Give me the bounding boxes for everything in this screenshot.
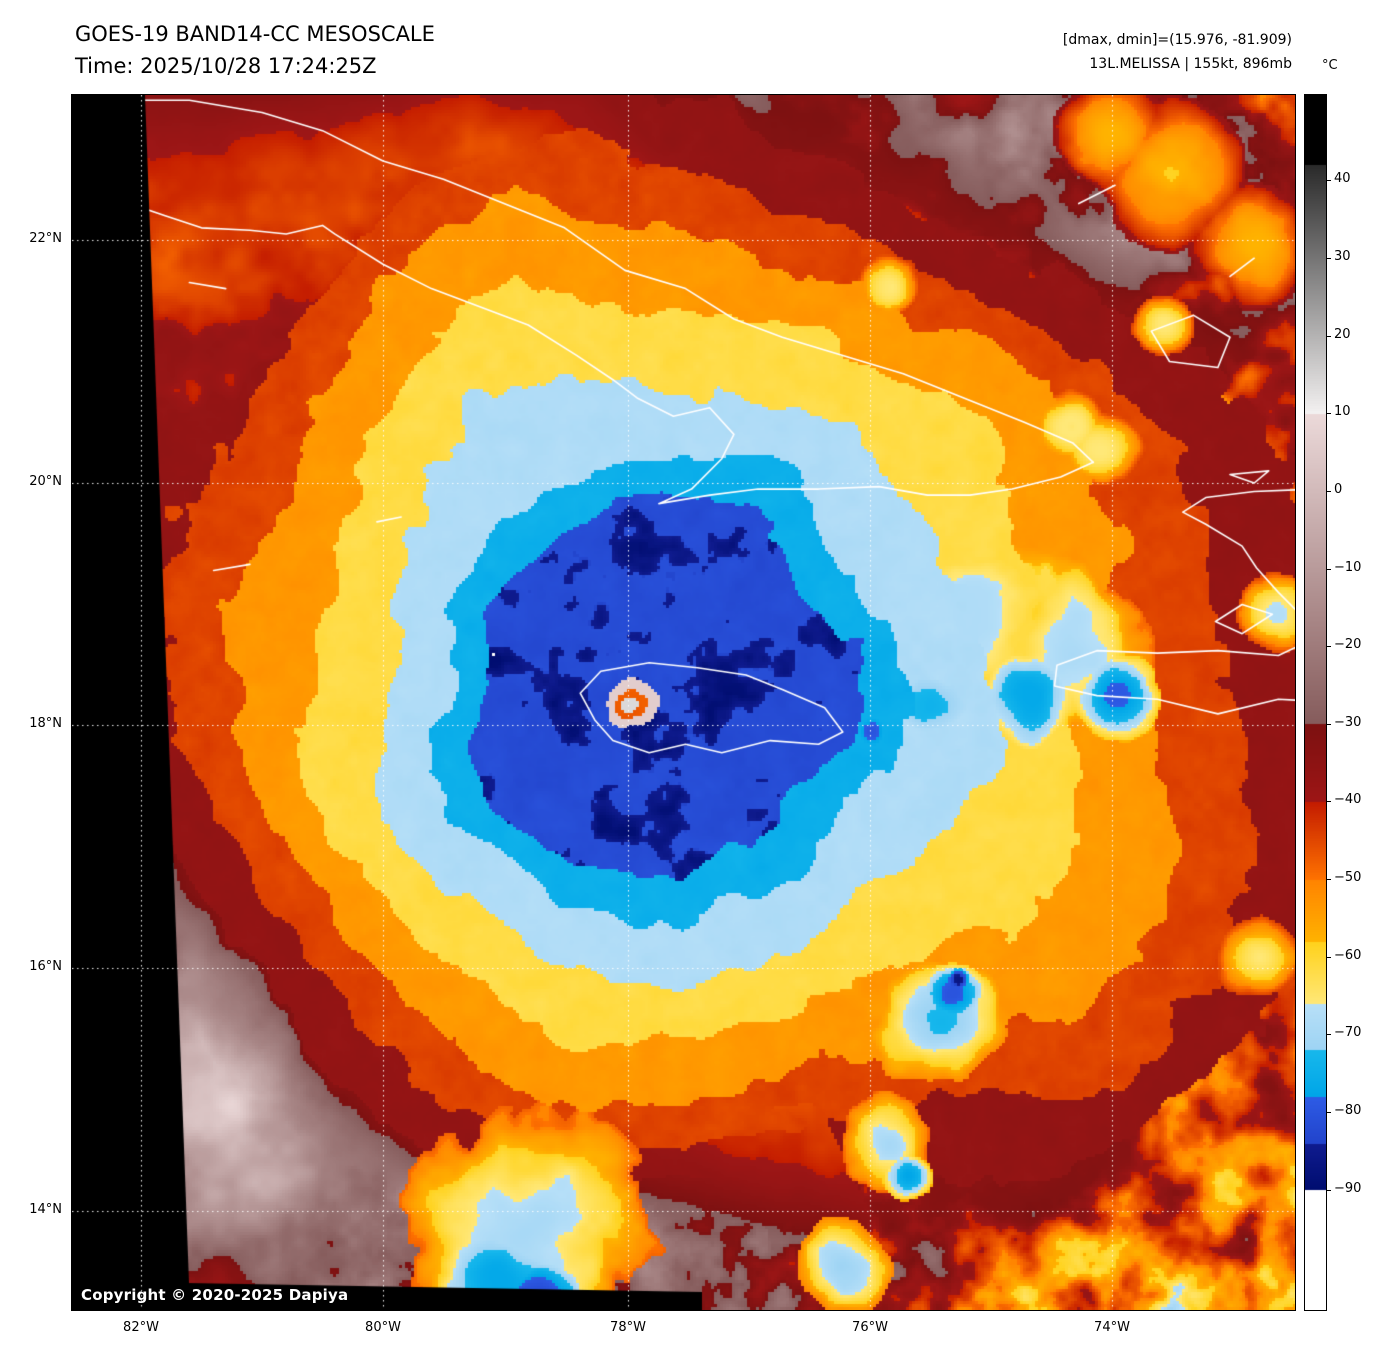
colorbar-tick-mark: [1327, 258, 1331, 260]
lon-label: 80°W: [365, 1320, 401, 1335]
colorbar-tick-label: 10: [1334, 404, 1351, 420]
colorbar-tick-label: −80: [1334, 1103, 1362, 1119]
colorbar-tick-mark: [1327, 646, 1331, 648]
colorbar-tick-label: 40: [1334, 171, 1351, 187]
colorbar-frame: [1304, 94, 1327, 1311]
colorbar-tick-label: 20: [1334, 326, 1351, 342]
colorbar-tick-mark: [1327, 568, 1331, 570]
colorbar-tick-mark: [1327, 490, 1331, 492]
lon-label: 74°W: [1094, 1320, 1130, 1335]
lat-label: 22°N: [29, 231, 62, 246]
lat-label: 14°N: [29, 1202, 62, 1217]
colorbar-tick-mark: [1327, 413, 1331, 415]
dmax-dmin-readout: [dmax, dmin]=(15.976, -81.909): [1062, 32, 1292, 48]
colorbar-tick-mark: [1327, 801, 1331, 803]
colorbar-tick-label: −90: [1334, 1180, 1362, 1196]
lat-label: 20°N: [29, 474, 62, 489]
colorbar-tick-label: −20: [1334, 637, 1362, 653]
colorbar-unit-label: °C: [1322, 58, 1338, 73]
colorbar-tick-label: −60: [1334, 947, 1362, 963]
colorbar-tick-label: 0: [1334, 481, 1343, 497]
lon-label: 82°W: [123, 1320, 159, 1335]
colorbar-tick-label: 30: [1334, 249, 1351, 265]
satellite-imagery-canvas: [72, 95, 1295, 1310]
colorbar-tick-mark: [1327, 335, 1331, 337]
lat-label: 18°N: [29, 716, 62, 731]
colorbar-tick-label: −40: [1334, 792, 1362, 808]
storm-info-readout: 13L.MELISSA | 155kt, 896mb: [1089, 56, 1292, 72]
colorbar-tick-label: −10: [1334, 559, 1362, 575]
colorbar-tick-mark: [1327, 1112, 1331, 1114]
lon-label: 78°W: [610, 1320, 646, 1335]
colorbar-tick-label: −70: [1334, 1025, 1362, 1041]
colorbar-tick-mark: [1327, 1034, 1331, 1036]
colorbar-tick-label: −50: [1334, 870, 1362, 886]
colorbar-tick-label: −30: [1334, 714, 1362, 730]
product-timestamp: Time: 2025/10/28 17:24:25Z: [75, 54, 377, 78]
product-title: GOES-19 BAND14-CC MESOSCALE: [75, 22, 435, 46]
colorbar-canvas: [1305, 95, 1326, 1310]
colorbar-tick-mark: [1327, 180, 1331, 182]
colorbar-tick-mark: [1327, 956, 1331, 958]
colorbar-tick-mark: [1327, 723, 1331, 725]
lat-label: 16°N: [29, 959, 62, 974]
copyright-label: Copyright © 2020-2025 Dapiya: [81, 1286, 349, 1304]
satellite-map-frame: Copyright © 2020-2025 Dapiya: [71, 94, 1296, 1311]
colorbar-tick-mark: [1327, 1189, 1331, 1191]
lon-label: 76°W: [852, 1320, 888, 1335]
colorbar-tick-mark: [1327, 879, 1331, 881]
